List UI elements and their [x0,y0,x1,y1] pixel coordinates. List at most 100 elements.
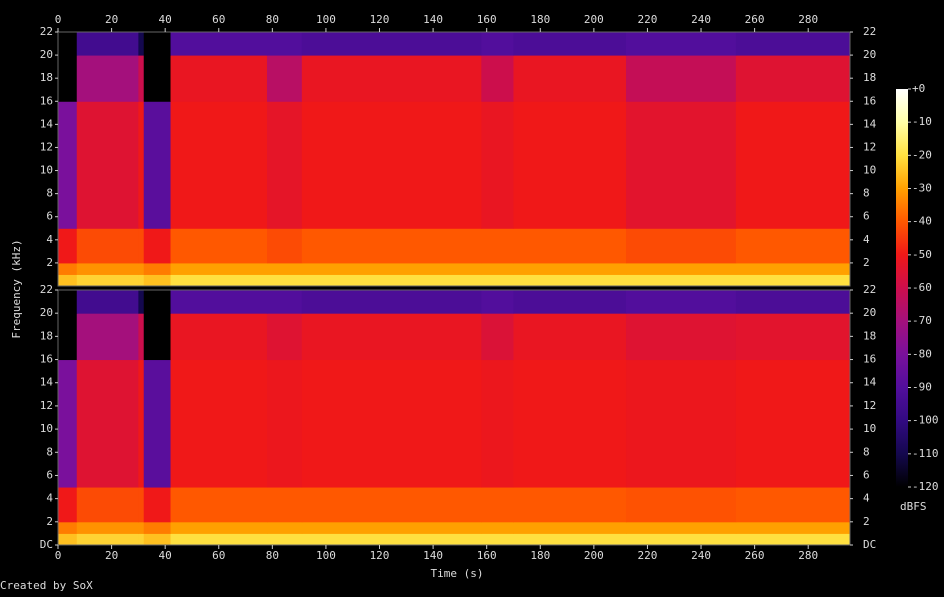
heatmap-cell [138,533,145,546]
heatmap-cell [58,101,78,229]
heatmap-cell [76,487,139,523]
heatmap-cell [301,274,482,287]
heatmap-cell [138,313,145,361]
heatmap-cell [58,313,78,361]
y-tick-label: 14 [40,117,54,130]
y-tick-label: 12 [863,399,876,412]
heatmap-cell [481,32,514,56]
heatmap-cell [138,487,145,523]
y-tick-label: 14 [863,117,877,130]
x-tick-label: 220 [638,549,658,562]
footer: Created by SoX [0,579,93,592]
heatmap-cell [266,533,303,546]
heatmap-cell [170,487,268,523]
x-tick-label: 160 [477,13,497,26]
x-tick-label: 60 [212,13,225,26]
y-tick-label: 12 [863,140,876,153]
heatmap-cell [735,101,851,229]
heatmap-cell [143,521,172,534]
y-tick-label: 2 [46,256,53,269]
heatmap-cell [58,32,78,56]
y-tick-label: 8 [46,445,53,458]
heatmap-cell [513,101,627,229]
x-tick-label: 180 [530,13,550,26]
heatmap-cell [143,487,172,523]
heatmap-cell [143,533,172,546]
heatmap-cell [143,101,172,229]
heatmap-cell [301,533,482,546]
heatmap-cell [301,290,482,314]
x-tick-label: 0 [55,549,62,562]
heatmap-cell [170,228,268,264]
heatmap-cell [513,487,627,523]
heatmap-cell [301,262,482,275]
y-tick-label: 2 [46,515,53,528]
plot-frame [57,289,851,546]
heatmap-cell [626,359,737,488]
heatmap-cell [626,101,737,229]
heatmap-cell [170,359,268,488]
x-tick-label: 20 [105,13,118,26]
y-tick-label: 10 [40,164,53,177]
heatmap-cell [481,521,514,534]
colorbar-tick-label: -30 [912,182,932,195]
heatmap-cell [301,487,482,523]
x-tick-label: 0 [55,13,62,26]
heatmap-cell [513,55,627,102]
heatmap-cell [138,262,145,275]
heatmap-cell [481,290,514,314]
heatmap-cell [266,228,303,264]
heatmap-cell [735,313,851,361]
heatmap-cell [481,313,514,361]
x-axis-label: Time (s) [431,567,484,580]
heatmap-cell [626,313,737,361]
heatmap-cell [76,101,139,229]
x-tick-label: 100 [316,549,336,562]
y-tick-label: 18 [863,329,876,342]
colorbar-tick-label: -10 [912,115,932,128]
x-tick-label: 140 [423,13,443,26]
x-tick-label: 20 [105,549,118,562]
heatmap-cell [513,262,627,275]
heatmap-cell [58,521,78,534]
y-tick-label: 6 [46,210,53,223]
heatmap-cell [76,521,139,534]
heatmap-cell [513,521,627,534]
colorbar-tick-label: -60 [912,281,932,294]
heatmap-cell [266,313,303,361]
y-tick-label: 20 [40,306,53,319]
heatmap-cell [481,262,514,275]
y-tick-label: 16 [863,353,876,366]
heatmap-cell [735,487,851,523]
heatmap-cell [138,228,145,264]
x-tick-label: 280 [798,549,818,562]
y-tick-label: 22 [863,283,876,296]
heatmap-cell [266,487,303,523]
colorbar-tick-label: -100 [912,414,939,427]
plot-frame [57,31,851,287]
heatmap-cell [170,262,268,275]
y-tick-label: 4 [863,492,870,505]
heatmap-cell [735,290,851,314]
colorbar-tick-label: -90 [912,381,932,394]
y-tick-label: 6 [46,468,53,481]
heatmap-cell [481,101,514,229]
heatmap-cell [58,533,78,546]
heatmap-cell [170,274,268,287]
y-tick-label: 4 [863,233,870,246]
heatmap-cell [626,533,737,546]
heatmap-cell [301,55,482,102]
heatmap-cell [170,101,268,229]
heatmap-cell [513,274,627,287]
heatmap-cell [76,359,139,488]
x-tick-label: 40 [159,13,172,26]
x-tick-label: 80 [266,13,279,26]
heatmap-cell [626,228,737,264]
y-tick-label: 4 [46,492,53,505]
heatmap-cell [266,262,303,275]
colorbar-tick-label: -50 [912,248,932,261]
heatmap-cell [58,274,78,287]
x-tick-label: 100 [316,13,336,26]
heatmap-cell [266,521,303,534]
heatmap-cell [513,313,627,361]
